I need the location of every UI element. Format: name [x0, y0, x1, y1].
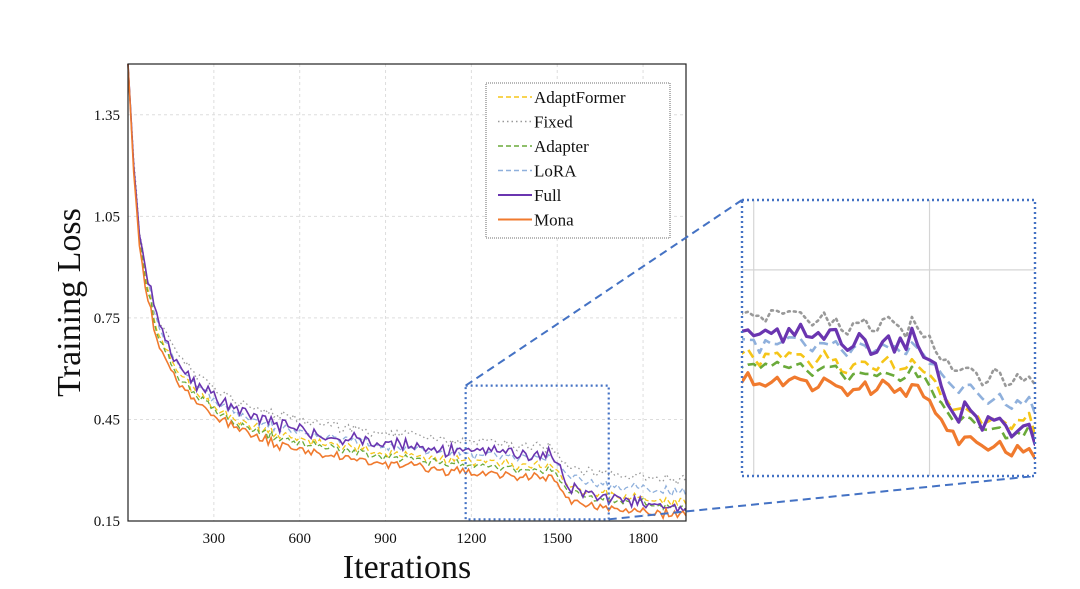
inset-series-line-adaptformer — [742, 348, 1035, 437]
series-line-fixed — [127, 63, 687, 487]
x-axis-title: Iterations — [343, 549, 471, 586]
series-line-lora — [127, 63, 687, 498]
inset-series-line-adapter — [742, 360, 1035, 442]
zoom-source-box — [464, 384, 610, 521]
zoom-connector-bottom — [608, 475, 1036, 521]
series-line-mona — [127, 63, 687, 521]
zoom-connector-top — [465, 199, 743, 387]
inset-series-line-mona — [742, 371, 1035, 460]
plot-frame — [127, 63, 687, 522]
zoom-inset — [740, 198, 1037, 478]
inset-series — [742, 309, 1035, 460]
y-tick-label: 1.05 — [94, 209, 120, 225]
legend-label: Full — [534, 186, 562, 205]
legend: AdaptFormer Fixed Adapter LoRA Full Mona — [485, 82, 671, 239]
y-axis-title: Training Loss — [51, 208, 88, 397]
x-tick-label: 1500 — [542, 531, 572, 547]
y-tick-label: 0.15 — [94, 514, 120, 530]
legend-label: AdaptFormer — [534, 88, 626, 107]
inset-series-line-fixed — [742, 309, 1035, 388]
y-tick-labels: 0.15 0.45 0.75 1.05 1.35 — [94, 108, 120, 530]
legend-label: Mona — [534, 211, 574, 230]
y-tick-label: 0.75 — [94, 311, 120, 327]
legend-label: Fixed — [534, 113, 573, 132]
x-tick-label: 1200 — [456, 531, 486, 547]
zoom-region — [464, 199, 1036, 521]
y-tick-label: 1.35 — [94, 108, 120, 124]
series-line-adapter — [127, 63, 687, 512]
x-tick-label: 900 — [374, 531, 397, 547]
legend-label: Adapter — [534, 137, 589, 156]
x-tick-label: 600 — [288, 531, 311, 547]
inset-frame — [740, 198, 1037, 478]
x-tick-labels: 300 600 900 1200 1500 1800 — [203, 531, 658, 547]
y-tick-label: 0.45 — [94, 412, 120, 428]
x-tick-label: 1800 — [628, 531, 658, 547]
x-tick-label: 300 — [203, 531, 226, 547]
legend-box — [485, 82, 671, 239]
series-line-full — [127, 63, 687, 514]
inset-series-line-full — [742, 322, 1035, 446]
series-lines — [127, 63, 687, 521]
inset-series-line-lora — [742, 336, 1035, 416]
legend-label: LoRA — [534, 162, 577, 181]
